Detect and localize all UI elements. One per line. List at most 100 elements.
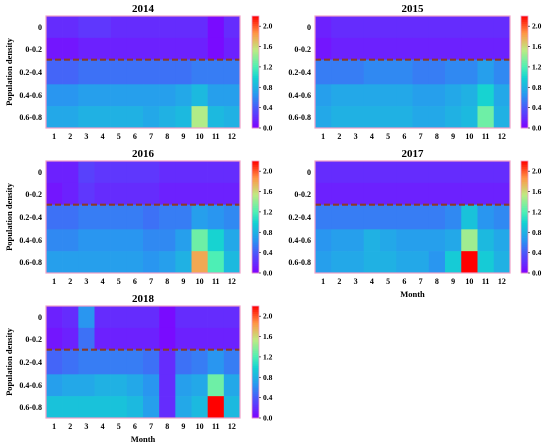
colorbar-segment — [252, 246, 259, 250]
colorbar-tick-label: 0.8 — [263, 373, 273, 382]
heatmap-cell — [461, 204, 478, 230]
heatmap-cell — [126, 59, 144, 85]
colorbar-segment — [252, 237, 259, 240]
colorbar-segment — [252, 175, 259, 179]
colorbar-segment — [252, 85, 259, 88]
heatmap-cell — [396, 106, 413, 129]
colorbar-segment — [521, 231, 528, 235]
panel-border — [314, 15, 511, 129]
x-tick-label: 1 — [52, 277, 56, 286]
colorbar-segment — [252, 334, 259, 337]
heatmap-cell — [78, 37, 95, 60]
heatmap-cell — [175, 204, 192, 230]
heatmap-cell — [445, 204, 462, 230]
heatmap-cell — [94, 374, 111, 397]
heatmap-cell — [143, 37, 160, 60]
heatmap-cell — [110, 374, 128, 397]
heatmap-cell — [110, 229, 128, 252]
heatmap-cell — [110, 37, 128, 60]
heatmap-cell — [126, 251, 144, 274]
colorbar-segment — [252, 202, 259, 205]
heatmap-cell — [207, 59, 225, 85]
heatmap-cell — [223, 106, 241, 129]
colorbar-segment — [521, 190, 528, 194]
colorbar-segment — [521, 34, 528, 37]
heatmap-cell — [207, 84, 225, 107]
heatmap-cell — [223, 182, 241, 205]
x-tick-label: 4 — [101, 422, 105, 431]
colorbar-segment — [521, 107, 528, 110]
heatmap-cell — [159, 106, 176, 129]
colorbar-segment — [521, 86, 528, 90]
colorbar-segment — [252, 68, 259, 71]
heatmap-cell — [143, 106, 160, 129]
x-tick-label: 4 — [101, 132, 105, 141]
heatmap-cell — [396, 16, 413, 39]
colorbar-segment — [521, 77, 528, 80]
colorbar-segment — [521, 267, 528, 270]
colorbar-segment — [521, 168, 528, 171]
colorbar-segment — [252, 245, 259, 248]
heatmap-cell — [175, 349, 192, 375]
colorbar-segment — [252, 397, 259, 400]
colorbar-tick-label: 0.8 — [532, 83, 542, 92]
heatmap-cell — [396, 251, 413, 274]
x-tick-label: 5 — [386, 277, 390, 286]
heatmap-cell — [396, 161, 413, 184]
colorbar-segment — [521, 228, 528, 231]
y-tick-label: 0 — [307, 23, 311, 32]
colorbar-segment — [521, 261, 528, 265]
heatmap-cell — [412, 182, 430, 205]
heatmap-cell — [191, 251, 208, 274]
colorbar-segment — [252, 38, 259, 41]
colorbar-segment — [252, 235, 259, 238]
colorbar-tick-label: 0.8 — [263, 83, 273, 92]
colorbar-segment — [521, 105, 528, 108]
colorbar-segment — [521, 265, 528, 268]
colorbar-segment — [252, 53, 259, 56]
colorbar-segment — [252, 403, 259, 406]
panel-title: 2017 — [402, 148, 425, 160]
heatmap-cell — [110, 396, 128, 419]
colorbar-segment — [252, 259, 259, 263]
colorbar-segment — [521, 213, 528, 216]
colorbar-segment — [252, 388, 259, 391]
heatmap-cell — [78, 16, 95, 39]
heatmap-cell — [46, 306, 63, 329]
y-tick-label: 0-0.2 — [25, 335, 42, 344]
heatmap-cell — [461, 84, 478, 107]
heatmap-cell — [175, 182, 192, 205]
heatmap-cell — [46, 251, 63, 274]
heatmap-cell — [223, 306, 241, 329]
heatmap-cell — [78, 106, 95, 129]
colorbar-segment — [252, 192, 259, 195]
colorbar-tick-label: 2.0 — [532, 167, 542, 176]
colorbar-segment — [252, 241, 259, 244]
heatmap-cell — [428, 16, 446, 39]
heatmap-cell — [191, 59, 208, 85]
x-tick-label: 10 — [465, 132, 473, 141]
heatmap-cell — [396, 37, 413, 60]
colorbar-segment — [252, 343, 259, 346]
colorbar-segment — [521, 202, 528, 205]
x-tick-label: 1 — [321, 132, 325, 141]
heatmap-cell — [315, 161, 332, 184]
heatmap-cell — [223, 59, 241, 85]
colorbar-segment — [252, 88, 259, 92]
x-tick-label: 6 — [133, 422, 137, 431]
colorbar-segment — [521, 174, 528, 177]
heatmap-cell — [46, 37, 63, 60]
heatmap-cell — [159, 396, 176, 419]
colorbar-segment — [252, 70, 259, 73]
heatmap-cell — [493, 84, 511, 107]
colorbar-tick-label: 1.2 — [532, 62, 542, 71]
colorbar-segment — [252, 326, 259, 329]
x-tick-label: 11 — [212, 277, 220, 286]
colorbar-segment — [252, 414, 259, 417]
colorbar-segment — [521, 263, 528, 266]
colorbar-segment — [252, 58, 259, 62]
colorbar-segment — [252, 100, 259, 103]
heatmap-cell — [461, 16, 478, 39]
